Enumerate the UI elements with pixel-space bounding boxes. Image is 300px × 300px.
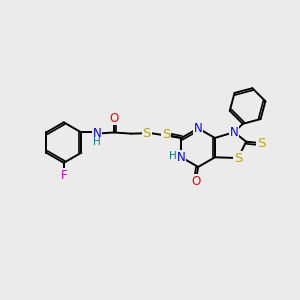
Text: O: O bbox=[191, 175, 200, 188]
Text: S: S bbox=[162, 128, 170, 142]
Text: H: H bbox=[93, 137, 100, 147]
Text: N: N bbox=[230, 126, 239, 139]
Text: N: N bbox=[194, 122, 203, 135]
Text: F: F bbox=[61, 169, 67, 182]
Text: S: S bbox=[142, 127, 151, 140]
Text: N: N bbox=[177, 151, 186, 164]
Text: N: N bbox=[92, 128, 101, 140]
Text: H: H bbox=[169, 151, 176, 161]
Text: O: O bbox=[110, 112, 118, 125]
Text: S: S bbox=[257, 137, 265, 150]
Text: S: S bbox=[234, 152, 242, 164]
